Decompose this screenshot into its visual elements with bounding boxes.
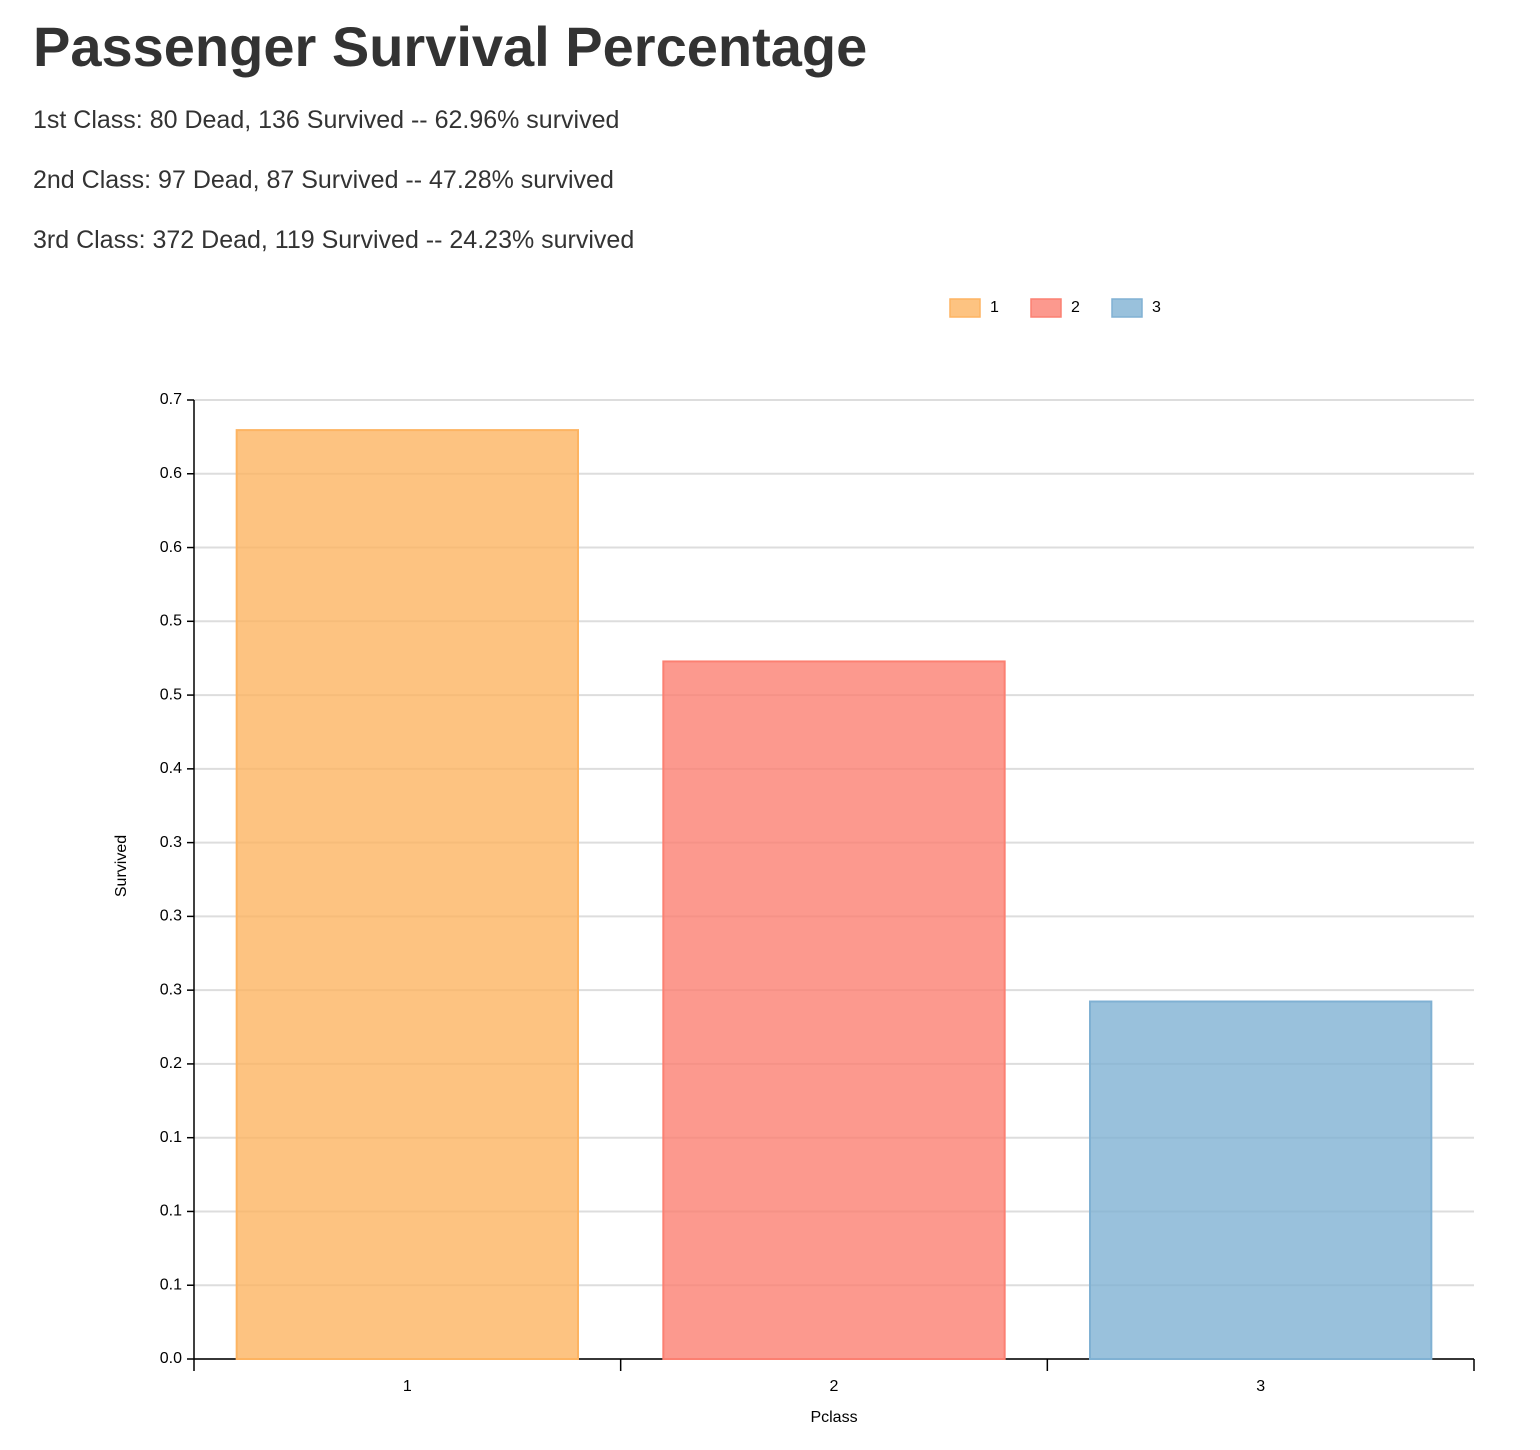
y-tick-label: 0.3 [160,908,182,925]
x-axis-label: Pclass [810,1409,857,1426]
x-tick-label: 3 [1256,1378,1265,1395]
bar [1089,1000,1433,1360]
title: Passenger Survival Percentage [33,15,868,78]
subtitle: 3rd Class: 372 Dead, 119 Survived -- 24.… [33,226,635,254]
bar [235,429,580,1360]
y-tick-label: 0.4 [160,760,182,777]
legend-swatch [949,298,981,318]
y-tick-label: 0.1 [160,1129,182,1146]
y-axis-label: Survived [113,835,130,897]
y-tick-label: 0.2 [160,1055,182,1072]
legend-label: 3 [1152,299,1161,316]
y-tick-label: 0.5 [160,613,182,630]
y-tick-label: 0.6 [160,539,182,556]
y-tick-label: 0.5 [160,686,182,703]
subtitle: 2nd Class: 97 Dead, 87 Survived -- 47.28… [33,166,614,194]
x-tick-label: 1 [403,1378,412,1395]
y-tick-label: 0.3 [160,834,182,851]
bar [662,660,1006,1360]
y-tick-label: 0.7 [160,391,182,408]
legend-label: 2 [1071,299,1080,316]
legend-swatch [1111,298,1143,318]
legend-swatch [1030,298,1062,318]
subtitle: 1st Class: 80 Dead, 136 Survived -- 62.9… [33,106,620,134]
legend-label: 1 [990,299,999,316]
y-tick-label: 0.0 [160,1350,182,1367]
y-tick-label: 0.1 [160,1276,182,1293]
x-tick-label: 2 [830,1378,839,1395]
y-tick-label: 0.1 [160,1203,182,1220]
y-tick-label: 0.6 [160,465,182,482]
y-tick-label: 0.3 [160,981,182,998]
